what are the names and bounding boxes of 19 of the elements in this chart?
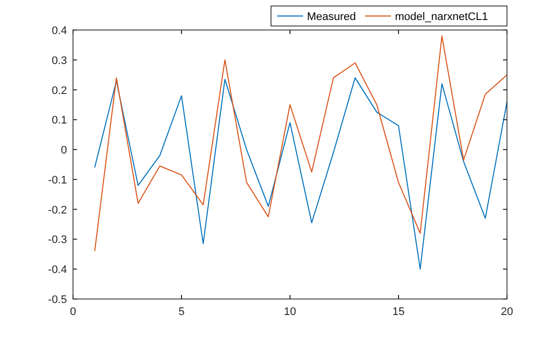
- y-tick-label: 0.1: [52, 114, 67, 127]
- legend-label: model_narxnetCL1: [395, 11, 488, 23]
- x-tick-label: 10: [284, 306, 296, 318]
- y-tick-label: 0: [60, 144, 67, 157]
- x-tick-label: 20: [500, 306, 514, 318]
- legend-label: Measured: [307, 11, 356, 23]
- x-tick-label: 5: [178, 306, 185, 318]
- y-tick-label: -0.5: [48, 294, 67, 306]
- y-tick-label: -0.3: [48, 234, 67, 246]
- y-tick-label: 0.4: [52, 25, 67, 37]
- y-tick-label: 0.2: [52, 84, 67, 97]
- x-tick-label: 0: [70, 306, 76, 318]
- y-tick-label: -0.1: [48, 174, 67, 186]
- line-series: [94, 35, 508, 252]
- y-tick-label: 0.3: [52, 54, 67, 67]
- y-tick-label: -0.4: [48, 264, 67, 276]
- y-tick-label: -0.2: [48, 204, 67, 216]
- line-series: [94, 77, 508, 270]
- x-tick-label: 15: [392, 306, 405, 318]
